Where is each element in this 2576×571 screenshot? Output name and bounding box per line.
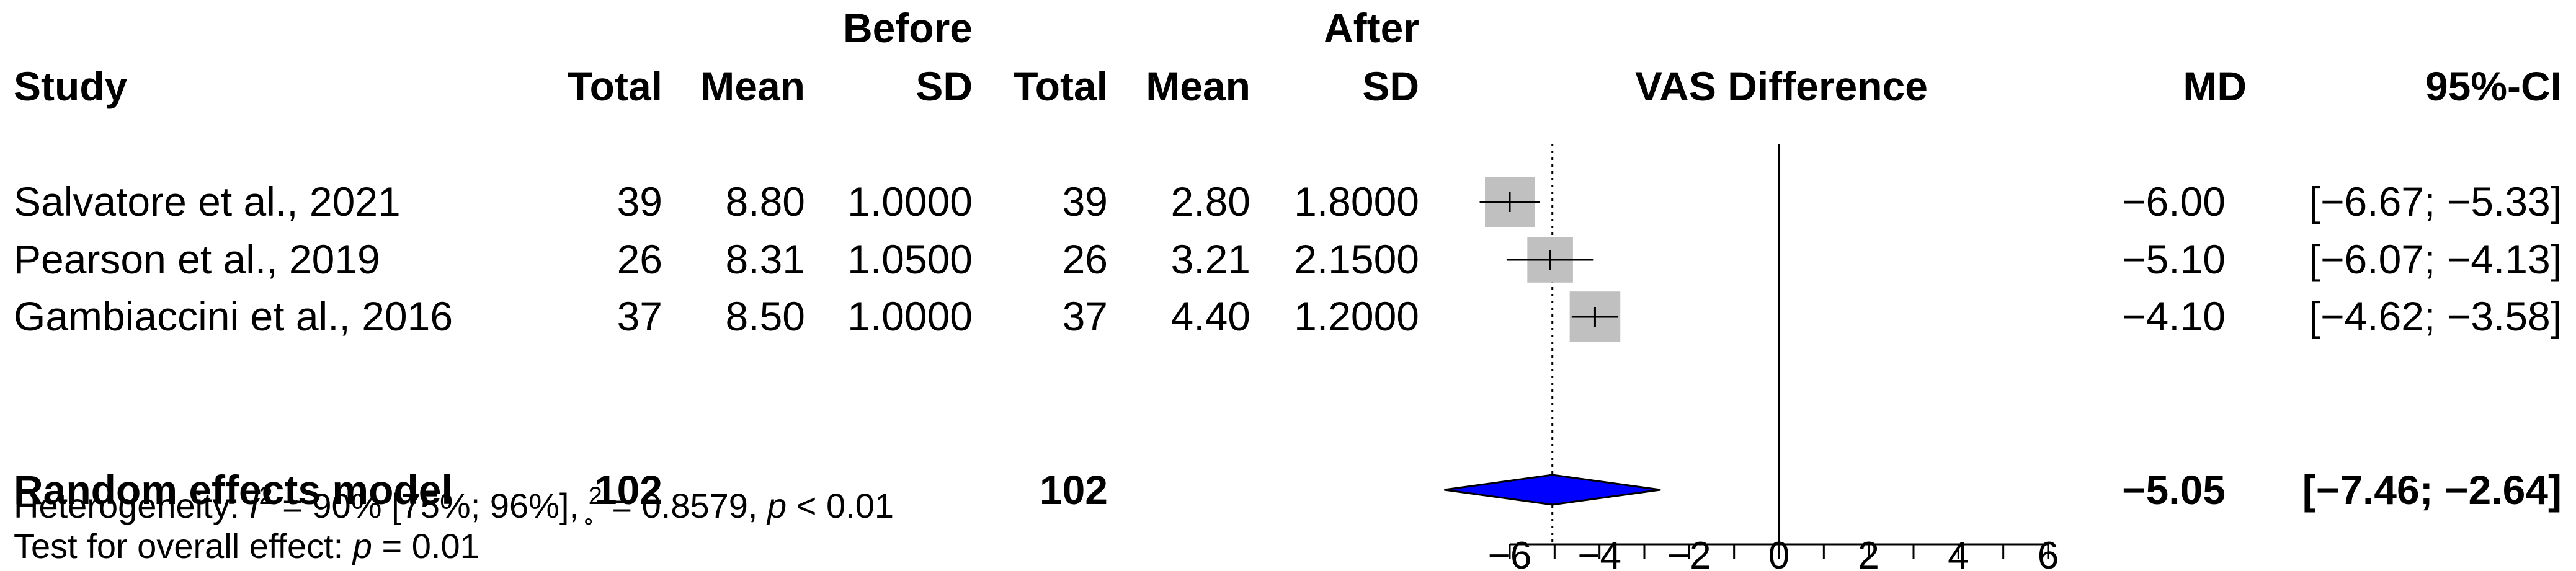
after-total-value: 26 [1063,236,1108,282]
before-total-value: 37 [617,293,662,339]
pooled-ci-value: [−7.46; −2.64] [2302,467,2562,513]
before-sd-value: 1.0000 [847,293,973,339]
tau2-superscript: 2 [589,482,602,510]
x-tick-label: −6 [1488,534,1532,571]
het-p-value: < 0.01 [787,486,894,525]
before-total-value: 39 [617,179,662,224]
before-group-header: Before [843,5,973,51]
md-column-header: MD [2183,63,2247,109]
study-name: Gambiaccini et al., 2016 [14,293,453,339]
x-tick-label: 2 [1858,534,1879,571]
x-tick-label: 6 [2038,534,2059,571]
study-row: Gambiaccini et al., 2016 37 8.50 1.0000 … [14,293,2562,339]
ci-value: [−6.07; −4.13] [2309,236,2562,282]
x-tick-label: 4 [1948,534,1969,571]
after-sd-value: 2.1500 [1294,236,1419,282]
heterogeneity-prefix: Heterogeneity: [14,486,249,525]
ci-value: [−6.67; −5.33] [2309,179,2562,224]
after-sd-value: 1.2000 [1294,293,1419,339]
overall-p-value: = 0.01 [372,526,479,565]
study-name: Salvatore et al., 2021 [14,179,401,224]
pooled-before-total: 102 [594,467,662,513]
study-row: Salvatore et al., 2021 39 8.80 1.0000 39… [14,179,2562,224]
x-tick-label: −4 [1577,534,1621,571]
pooled-after-total: 102 [1040,467,1108,513]
before-total-header: Total [568,63,662,109]
pooled-row: Random effects model 102 102 −5.05 [−7.4… [14,467,2562,513]
before-mean-value: 8.50 [726,293,805,339]
pooled-md-value: −5.05 [2122,467,2226,513]
after-mean-value: 4.40 [1171,293,1250,339]
after-mean-header: Mean [1146,63,1250,109]
before-mean-value: 8.31 [726,236,805,282]
tau2-value: = 0.8579, [602,486,767,525]
study-name: Pearson et al., 2019 [14,236,380,282]
after-mean-value: 3.21 [1171,236,1250,282]
plot-column-header: VAS Difference [1635,63,1928,109]
after-total-value: 39 [1063,179,1108,224]
before-sd-header: SD [916,63,973,109]
i2-superscript: 2 [259,482,272,510]
before-sd-value: 1.0500 [847,236,973,282]
ci-column-header: 95%-CI [2425,63,2562,109]
pooled-diamond [1444,474,1661,506]
after-sd-value: 1.8000 [1294,179,1419,224]
after-total-value: 37 [1063,293,1108,339]
md-value: −5.10 [2122,236,2226,282]
i2-symbol: I [249,486,259,525]
i2-value: = 90% [75%; 96%], [273,486,589,525]
after-total-header: Total [1013,63,1108,109]
pooled-name: Random effects model [14,467,453,513]
before-mean-header: Mean [700,63,805,109]
study-column-header: Study [14,63,128,109]
overall-effect-text: Test for overall effect: p = 0.01 [14,526,479,565]
before-sd-value: 1.0000 [847,179,973,224]
overall-p-symbol: p [352,526,372,565]
md-value: −4.10 [2122,293,2226,339]
study-row: Pearson et al., 2019 26 8.31 1.0500 26 3… [14,236,2562,282]
md-value: −6.00 [2122,179,2226,224]
after-group-header: After [1324,5,1419,51]
ci-value: [−4.62; −3.58] [2309,293,2562,339]
x-tick-label: −2 [1667,534,1711,571]
overall-prefix: Test for overall effect: [14,526,353,565]
heterogeneity-text: Heterogeneity: I2 = 90% [75%; 96%], ̥2 =… [14,482,894,525]
after-mean-value: 2.80 [1171,179,1250,224]
before-total-value: 26 [617,236,662,282]
het-p-symbol: p [766,486,787,525]
after-sd-header: SD [1362,63,1419,109]
before-mean-value: 8.80 [726,179,805,224]
x-tick-label: 0 [1768,534,1789,571]
plot-area: −6 −4 −2 0 2 4 6 [1444,144,2059,571]
